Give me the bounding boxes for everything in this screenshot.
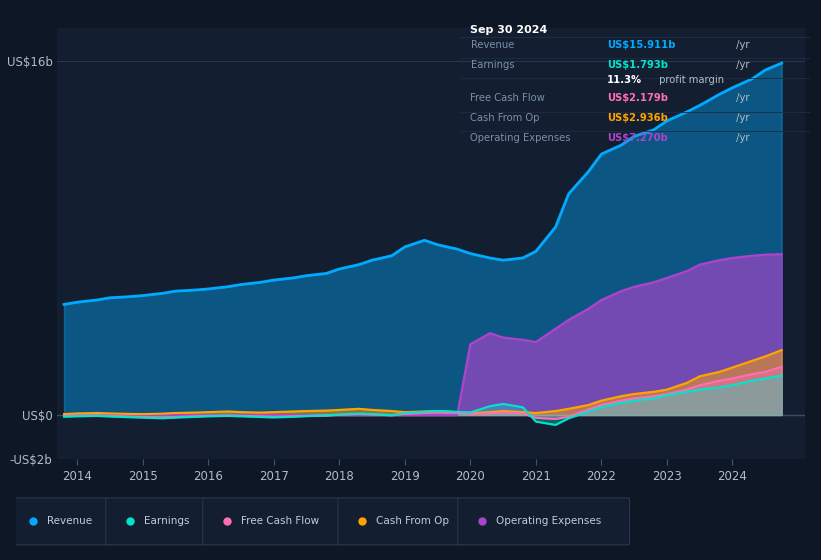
FancyBboxPatch shape [338, 498, 464, 545]
FancyBboxPatch shape [458, 498, 630, 545]
Text: Operating Expenses: Operating Expenses [496, 516, 601, 526]
Text: US$1.793b: US$1.793b [607, 60, 668, 70]
Text: US$2.179b: US$2.179b [607, 94, 668, 104]
Text: US$2.936b: US$2.936b [607, 113, 667, 123]
Text: /yr: /yr [733, 60, 750, 70]
Text: Operating Expenses: Operating Expenses [470, 133, 571, 143]
Text: Earnings: Earnings [470, 60, 514, 70]
Text: Cash From Op: Cash From Op [376, 516, 449, 526]
Text: /yr: /yr [733, 40, 750, 50]
Text: /yr: /yr [733, 133, 750, 143]
Text: Cash From Op: Cash From Op [470, 113, 540, 123]
Text: Free Cash Flow: Free Cash Flow [470, 94, 545, 104]
FancyBboxPatch shape [9, 498, 112, 545]
Text: Revenue: Revenue [47, 516, 92, 526]
Text: Revenue: Revenue [470, 40, 514, 50]
Text: /yr: /yr [733, 94, 750, 104]
Text: US$15.911b: US$15.911b [607, 40, 676, 50]
Text: profit margin: profit margin [656, 75, 724, 85]
Text: 11.3%: 11.3% [607, 75, 642, 85]
Text: /yr: /yr [733, 113, 750, 123]
Text: Sep 30 2024: Sep 30 2024 [470, 25, 548, 35]
Text: Earnings: Earnings [144, 516, 190, 526]
FancyBboxPatch shape [203, 498, 344, 545]
FancyBboxPatch shape [106, 498, 209, 545]
Text: Free Cash Flow: Free Cash Flow [241, 516, 319, 526]
Text: US$7.270b: US$7.270b [607, 133, 667, 143]
